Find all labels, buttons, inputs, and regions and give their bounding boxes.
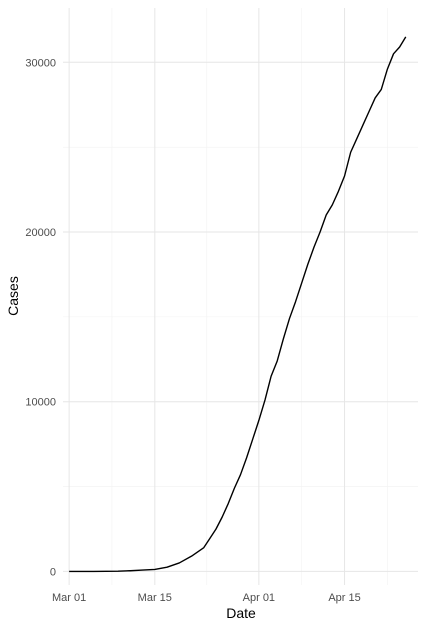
y-tick-label: 20000 [25, 227, 56, 239]
y-tick-label: 10000 [25, 397, 56, 409]
x-tick-label: Mar 15 [138, 592, 172, 604]
x-tick-label: Mar 01 [52, 592, 86, 604]
x-axis-tick-labels: Mar 01 Mar 15 Apr 01 Apr 15 [52, 592, 361, 604]
minor-gridlines [63, 8, 418, 585]
y-axis-tick-labels: 0 10000 20000 30000 [25, 57, 56, 578]
x-tick-label: Apr 15 [328, 592, 360, 604]
x-axis-title: Date [226, 605, 256, 621]
series-line-1 [69, 36, 407, 573]
y-axis-title: Cases [5, 276, 21, 316]
series-layer [69, 36, 407, 573]
y-tick-label: 30000 [25, 57, 56, 69]
y-tick-label: 0 [50, 566, 56, 578]
x-tick-label: Apr 01 [243, 592, 275, 604]
major-gridlines [63, 8, 418, 585]
